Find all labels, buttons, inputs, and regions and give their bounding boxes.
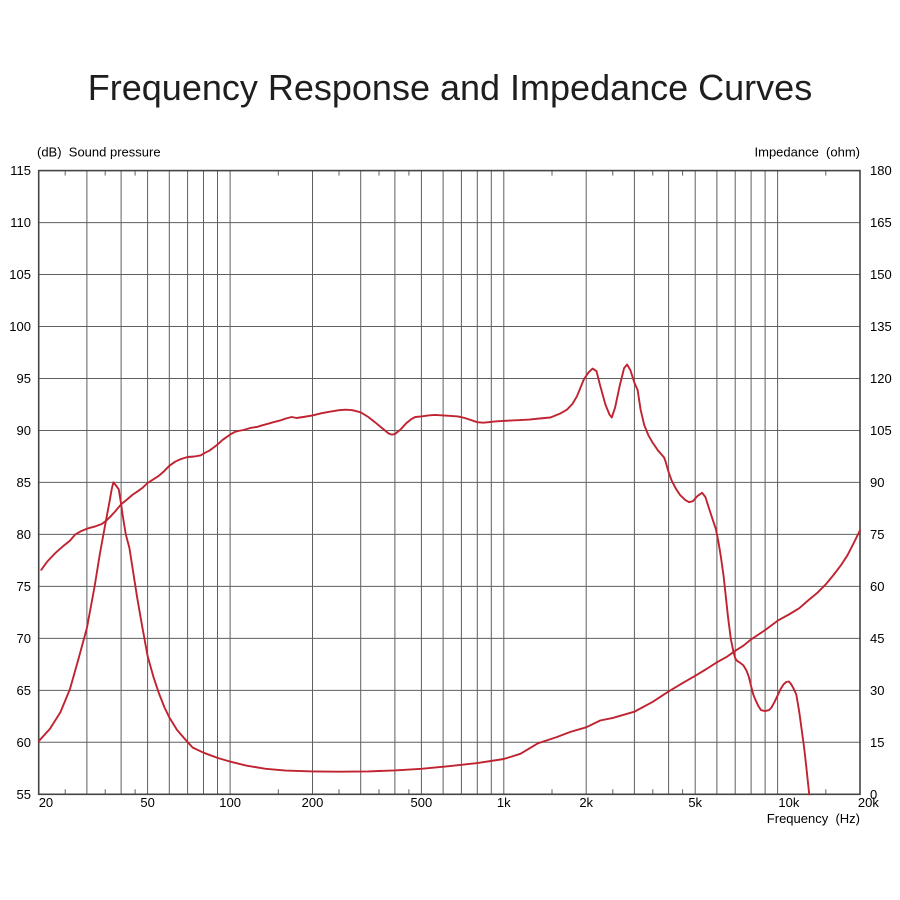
svg-text:30: 30 <box>870 683 884 698</box>
svg-text:Frequency (Hz): Frequency (Hz) <box>767 811 860 826</box>
svg-text:10k: 10k <box>778 795 799 810</box>
svg-text:20: 20 <box>39 795 53 810</box>
svg-text:110: 110 <box>10 215 31 230</box>
svg-text:85: 85 <box>17 475 31 490</box>
svg-text:65: 65 <box>17 683 31 698</box>
svg-text:80: 80 <box>17 527 31 542</box>
svg-text:135: 135 <box>870 319 892 334</box>
svg-text:100: 100 <box>9 319 31 334</box>
svg-text:100: 100 <box>219 795 241 810</box>
svg-text:115: 115 <box>10 163 31 178</box>
svg-text:70: 70 <box>17 631 31 646</box>
svg-text:1k: 1k <box>497 795 511 810</box>
svg-text:50: 50 <box>140 795 154 810</box>
svg-text:2k: 2k <box>579 795 593 810</box>
svg-text:180: 180 <box>870 163 892 178</box>
svg-text:75: 75 <box>870 527 884 542</box>
svg-text:0: 0 <box>870 787 877 802</box>
svg-text:55: 55 <box>17 787 31 802</box>
svg-text:60: 60 <box>17 735 31 750</box>
svg-text:95: 95 <box>17 371 31 386</box>
svg-text:90: 90 <box>870 475 884 490</box>
svg-text:105: 105 <box>9 267 31 282</box>
svg-text:15: 15 <box>870 735 884 750</box>
svg-text:45: 45 <box>870 631 884 646</box>
svg-text:90: 90 <box>17 423 31 438</box>
svg-text:Impedance (ohm): Impedance (ohm) <box>755 145 861 160</box>
svg-text:(dB) Sound pressure: (dB) Sound pressure <box>37 145 161 160</box>
svg-text:5k: 5k <box>688 795 702 810</box>
svg-text:60: 60 <box>870 579 884 594</box>
svg-text:500: 500 <box>411 795 433 810</box>
svg-text:150: 150 <box>870 267 892 282</box>
svg-text:200: 200 <box>302 795 324 810</box>
svg-text:105: 105 <box>870 423 892 438</box>
svg-text:75: 75 <box>17 579 31 594</box>
svg-text:120: 120 <box>870 371 892 386</box>
svg-text:20k: 20k <box>858 795 879 810</box>
svg-text:165: 165 <box>870 215 892 230</box>
